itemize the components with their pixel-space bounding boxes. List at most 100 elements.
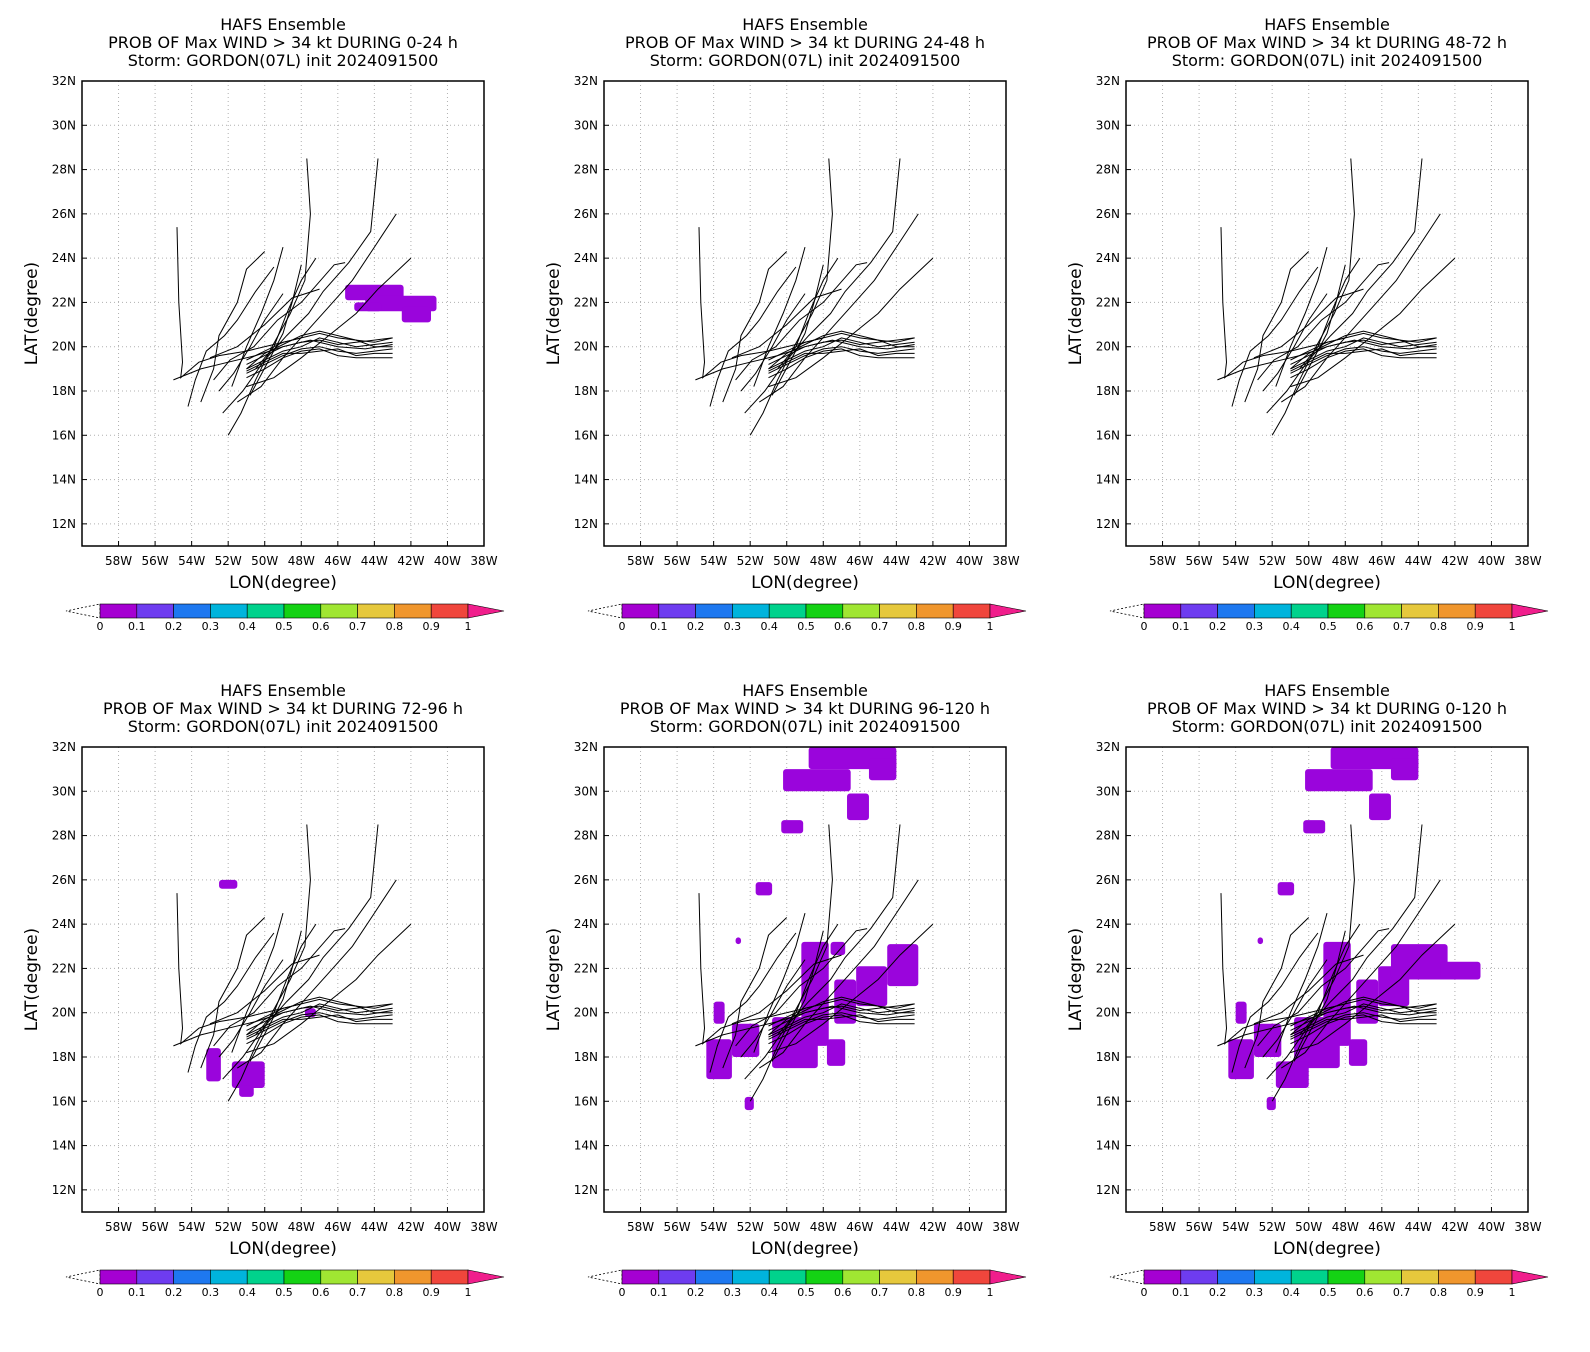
ensemble-track [731,954,842,1025]
colorbar-label: 0.9 [422,620,440,633]
ensemble-track [1257,928,1390,1047]
x-tick-label: 56W [1186,1220,1213,1234]
colorbar-label: 0.2 [687,1286,705,1299]
chart-subtitle: PROB OF Max WIND > 34 kt DURING 0-120 h [1147,699,1507,718]
x-axis-label: LON(degree) [229,1239,337,1259]
probability-region [706,1039,732,1080]
x-tick-label: 50W [251,1220,278,1234]
probability-region [1266,1096,1276,1111]
colorbar-segment [1438,1269,1476,1285]
storm-line: Storm: GORDON(07L) init 2024091500 [650,51,961,70]
probability-region [1440,961,1481,980]
y-tick-label: 28N [52,829,76,843]
x-tick-label: 58W [105,1220,132,1234]
ensemble-track [768,257,934,388]
ensemble-track [222,824,379,1080]
colorbar-low-arrow [587,1269,623,1285]
ensemble-track [768,923,934,1054]
ensemble-track [1290,1014,1437,1045]
probability-region [1228,1039,1254,1080]
y-tick-label: 26N [52,873,76,887]
probability-region [1277,882,1295,896]
ensemble-track [1262,959,1328,1058]
x-tick-label: 42W [397,554,424,568]
colorbar-segment [430,603,469,619]
colorbar-segment [732,603,770,619]
x-tick-label: 44W [1405,554,1432,568]
x-tick-label: 54W [178,554,205,568]
x-tick-label: 40W [434,554,461,568]
colorbar-segment [1364,1269,1402,1285]
ensemble-track [1262,293,1328,392]
colorbar-segment [1474,603,1513,619]
colorbar-segment [1438,603,1476,619]
plot-frame [81,80,485,547]
colorbar-segment [1217,1269,1255,1285]
colorbar-low-arrow [65,1269,101,1285]
colorbar-segment [283,603,322,619]
ensemble-track [709,266,797,407]
y-tick-label: 24N [52,917,76,931]
chart-title: HAFS Ensemble [220,15,346,34]
probability-region [1305,769,1373,792]
y-tick-label: 18N [1096,1050,1120,1064]
ensemble-track [768,348,915,372]
x-tick-label: 38W [992,554,1019,568]
y-tick-label: 18N [574,1050,598,1064]
x-tick-label: 40W [1478,554,1505,568]
colorbar-high-arrow [1511,1269,1549,1285]
x-tick-label: 54W [1222,554,1249,568]
y-tick-label: 28N [1096,163,1120,177]
x-tick-label: 38W [992,1220,1019,1234]
colorbar-label: 1 [987,1286,994,1299]
ensemble-track [768,330,915,370]
y-tick-label: 26N [574,207,598,221]
colorbar-label: 0.4 [238,620,256,633]
x-tick-label: 42W [1441,1220,1468,1234]
plot-frame [603,746,1007,1213]
colorbar-high-arrow [467,1269,505,1285]
colorbar-segment [1327,603,1366,619]
y-tick-label: 16N [52,428,76,442]
chart-title: HAFS Ensemble [1264,15,1390,34]
colorbar-label: 0.9 [1466,620,1484,633]
colorbar-segment [210,1269,248,1285]
chart-title: HAFS Ensemble [220,681,346,700]
ensemble-track [246,923,412,1054]
colorbar-low-arrow [1109,1269,1145,1285]
ensemble-track [1231,932,1319,1073]
ensemble-track [1281,213,1441,403]
ensemble-track [1253,288,1364,359]
colorbar-segment [1254,603,1292,619]
y-tick-label: 14N [574,473,598,487]
ensemble-track [735,262,868,381]
y-tick-label: 18N [574,384,598,398]
colorbar-label: 0.1 [1172,1286,1190,1299]
colorbar-label: 0.9 [422,1286,440,1299]
ensemble-track [1244,917,1310,1069]
y-tick-label: 12N [52,1183,76,1197]
y-tick-label: 22N [52,295,76,309]
colorbar-segment [658,1269,696,1285]
colorbar-label: 0.7 [349,1286,367,1299]
ensemble-track [768,1014,915,1045]
ensemble-track [744,824,901,1080]
colorbar-label: 1 [1509,620,1516,633]
colorbar-label: 0.1 [650,1286,668,1299]
colorbar-label: 0.4 [1282,1286,1300,1299]
y-tick-label: 32N [574,740,598,754]
y-tick-label: 22N [1096,295,1120,309]
x-tick-label: 56W [1186,554,1213,568]
x-tick-label: 56W [664,554,691,568]
x-axis-label: LON(degree) [1273,573,1381,593]
y-tick-label: 22N [1096,961,1120,975]
ensemble-track [187,932,275,1073]
y-axis-label: LAT(degree) [544,928,564,1031]
ensemble-track [213,262,346,381]
colorbar-segment [1143,1269,1182,1285]
x-tick-label: 50W [773,1220,800,1234]
colorbar-segment [916,603,954,619]
colorbar-segment [136,603,174,619]
ensemble-track [246,1014,393,1038]
